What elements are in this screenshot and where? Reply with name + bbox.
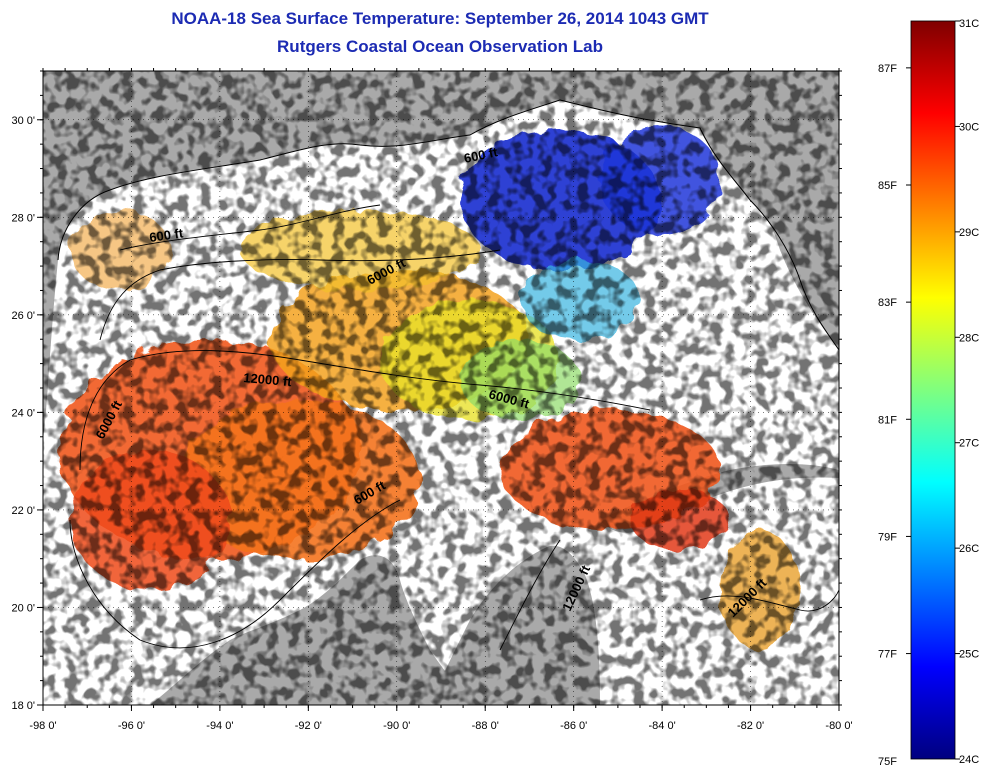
contour-label: 12000 ft: [243, 370, 293, 389]
lon-tick-label: -92 0': [295, 720, 322, 732]
lat-tick-label: 20 0': [11, 602, 35, 614]
colorbar-fahrenheit-label: 77F: [878, 649, 897, 661]
colorbar-celsius-label: 27C: [959, 438, 979, 450]
contour-label: 600 ft: [148, 225, 184, 245]
lat-tick-label: 30 0': [11, 115, 35, 127]
cloud-mask-speckle: [43, 71, 839, 705]
lat-tick-label: 22 0': [11, 505, 35, 517]
lat-tick-label: 28 0': [11, 212, 35, 224]
coastline: [57, 99, 839, 351]
colorbar-celsius-label: 24C: [959, 754, 979, 766]
lon-tick-label: -98 0': [29, 720, 56, 732]
lon-tick-label: -82 0': [737, 720, 764, 732]
lon-tick-label: -84 0': [649, 720, 676, 732]
lon-tick-label: -80 0': [825, 720, 852, 732]
lat-tick-label: 18 0': [11, 700, 35, 712]
colorbar-fahrenheit-label: 87F: [878, 63, 897, 75]
colorbar: [910, 20, 956, 760]
colorbar-fahrenheit-label: 75F: [878, 756, 897, 768]
contour-label: 600 ft: [463, 144, 500, 166]
longitude-axis: -98 0' -96 0' -94 0' -92 0' -90 0' -88 0' -86 …: [29, 68, 853, 732]
colorbar-celsius-label: 26C: [959, 543, 979, 555]
lat-tick-label: 24 0': [11, 407, 35, 419]
colorbar-fahrenheit-label: 79F: [878, 531, 897, 543]
colorbar-celsius-label: 25C: [959, 649, 979, 661]
colorbar-fahrenheit-label: 81F: [878, 414, 897, 426]
lat-tick-label: 26 0': [11, 310, 35, 322]
map-subtitle: Rutgers Coastal Ocean Observation Lab: [277, 37, 603, 56]
lon-tick-label: -94 0': [206, 720, 233, 732]
colorbar-fahrenheit-label: 83F: [878, 297, 897, 309]
latitude-axis: 30 0' 28 0' 26 0' 24 0' 22 0' 20 0' 18 0': [11, 70, 842, 712]
bathymetry-contours: [69, 204, 839, 651]
lon-tick-label: -88 0': [472, 720, 499, 732]
colorbar-celsius-label: 28C: [959, 332, 979, 344]
colorbar-fahrenheit-label: 85F: [878, 180, 897, 192]
colorbar-celsius-label: 31C: [959, 18, 979, 30]
map-title: NOAA-18 Sea Surface Temperature: Septemb…: [171, 9, 709, 28]
lon-tick-label: -86 0': [560, 720, 587, 732]
colorbar-celsius-label: 30C: [959, 121, 979, 133]
lon-tick-label: -90 0': [383, 720, 410, 732]
colorbar-celsius-label: 29C: [959, 227, 979, 239]
lon-tick-label: -96 0': [118, 720, 145, 732]
